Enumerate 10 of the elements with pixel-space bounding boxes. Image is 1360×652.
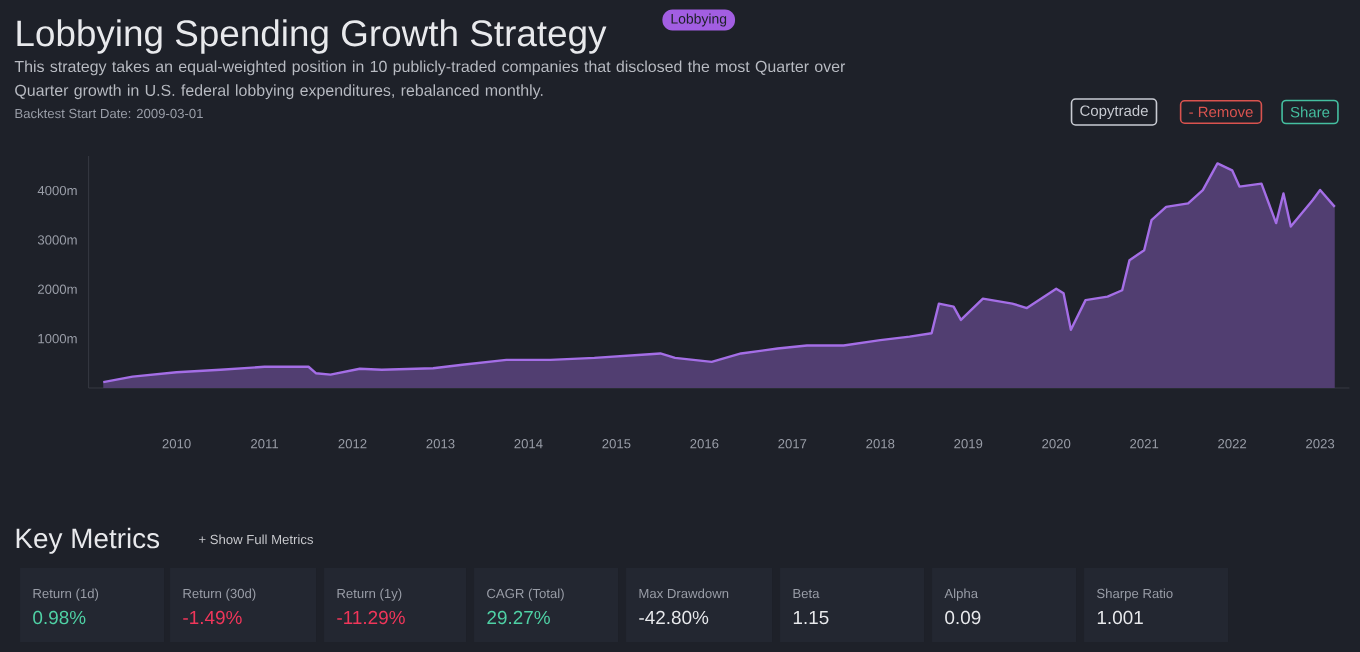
text: Key Metrics (16, 527, 160, 554)
text: 0.09 (945, 610, 981, 625)
chart-title: Lobbying Spending Growth Strategy (17, 19, 607, 54)
text: 1.15 (793, 610, 829, 625)
text: -42.80% (639, 610, 709, 625)
text: 29.27% (487, 610, 550, 625)
text: -11.29% (337, 610, 405, 625)
text: 0.98% (33, 610, 86, 625)
text: -1.49% (183, 610, 242, 625)
text: 1.001 (1097, 610, 1143, 625)
